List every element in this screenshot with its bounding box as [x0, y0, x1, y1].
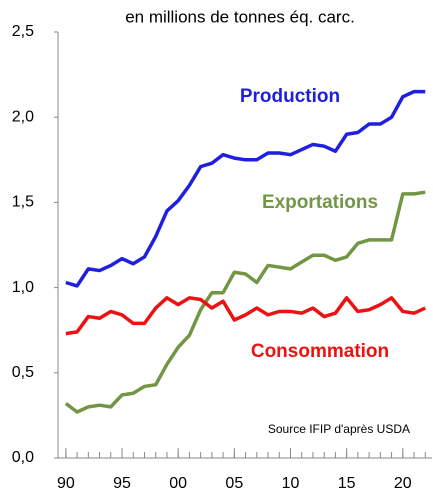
- y-tick-label: 2,0: [12, 108, 34, 125]
- y-tick-label: 0,5: [12, 364, 34, 381]
- series-line: [65, 89, 426, 288]
- chart-subtitle: en millions de tonnes éq. carc.: [125, 7, 355, 26]
- x-tick-label: 95: [113, 475, 131, 492]
- y-tick-label: 0,0: [12, 449, 34, 466]
- x-tick-label: 05: [225, 475, 243, 492]
- series-line: [64, 190, 426, 414]
- series-line: [65, 296, 426, 336]
- x-tick-label: 20: [394, 475, 412, 492]
- x-tick-label: 10: [282, 475, 300, 492]
- series-label: Exportations: [262, 192, 378, 213]
- x-tick-label: 90: [57, 475, 75, 492]
- source-note: Source IFIP d'après USDA: [268, 422, 410, 436]
- series-label: Production: [240, 86, 340, 107]
- x-tick-label: 00: [169, 475, 187, 492]
- x-tick-label: 15: [338, 475, 356, 492]
- y-tick-label: 2,5: [12, 23, 34, 40]
- series-label: Consommation: [251, 341, 389, 362]
- y-tick-label: 1,5: [12, 194, 34, 211]
- y-tick-label: 1,0: [12, 279, 34, 296]
